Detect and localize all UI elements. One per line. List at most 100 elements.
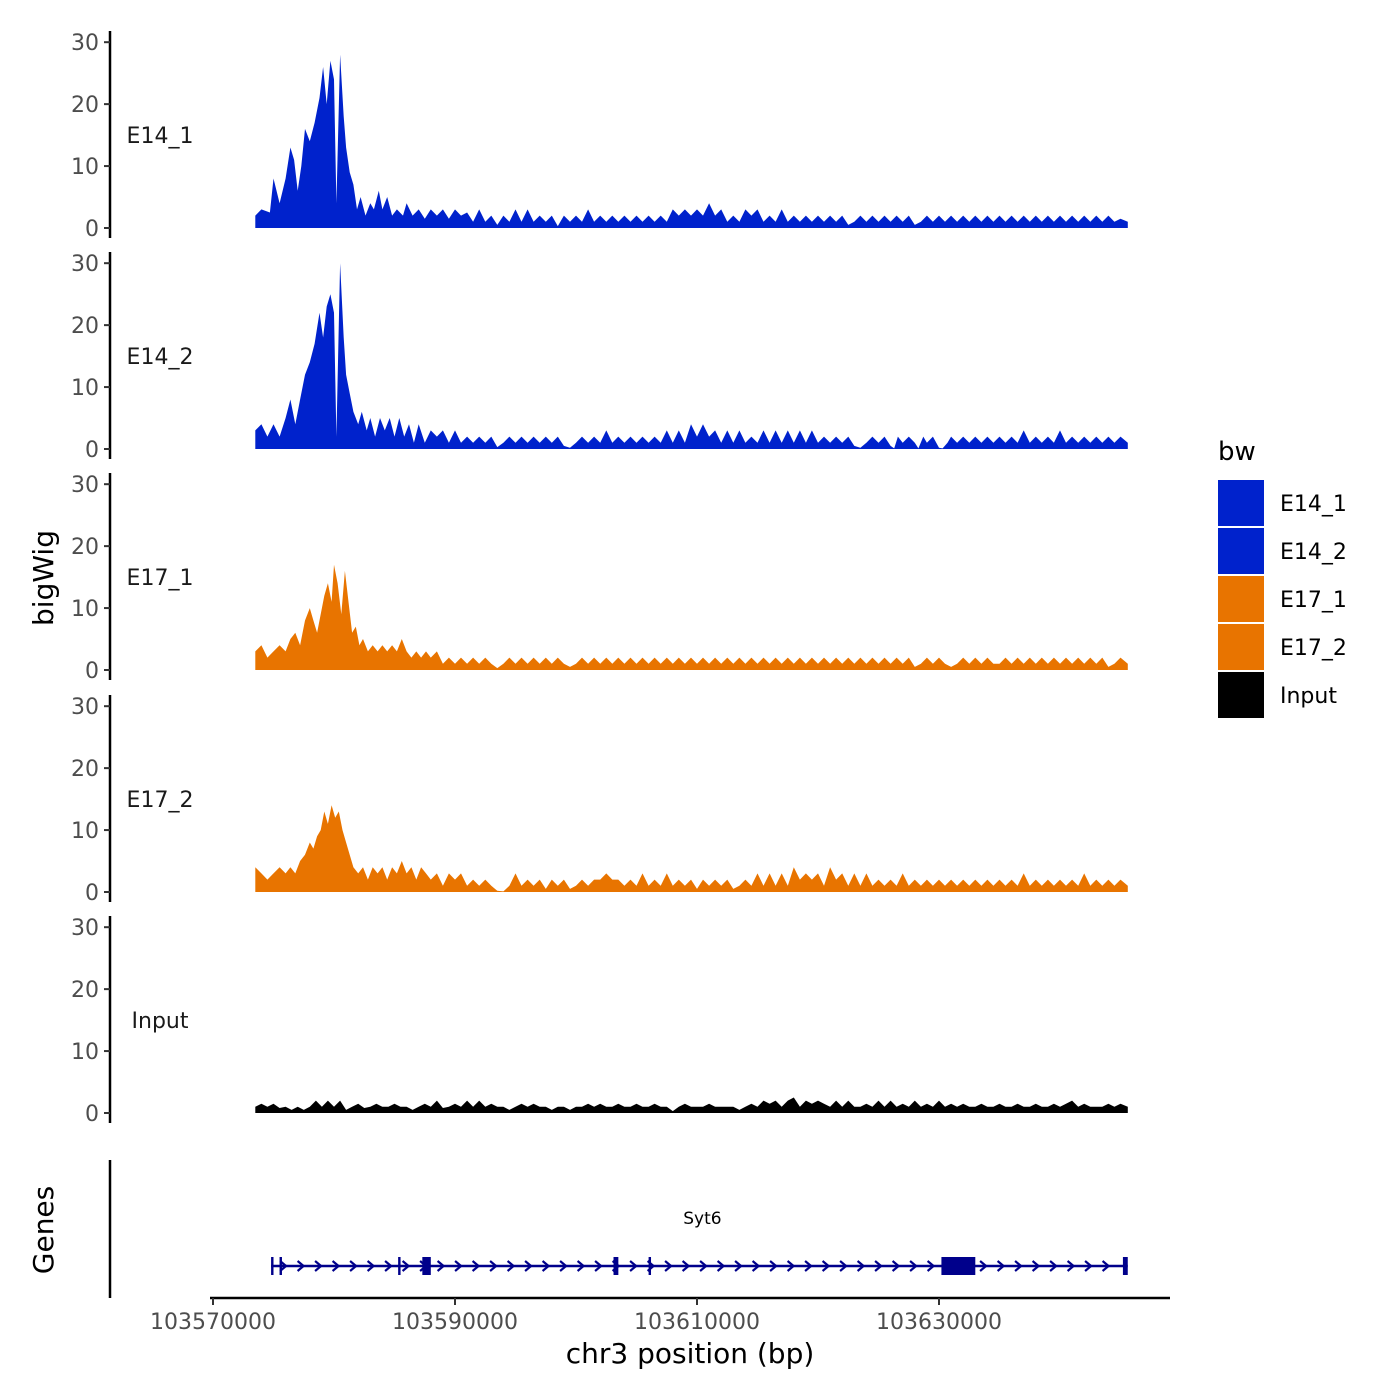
x-tick-label: 103630000 — [876, 1310, 1002, 1335]
strand-arrow-icon — [821, 1260, 831, 1272]
gene-exon — [1122, 1257, 1128, 1275]
y-tick-label: 20 — [71, 314, 99, 339]
strand-arrow-icon — [1084, 1260, 1093, 1272]
coverage-area-Input — [255, 1097, 1128, 1113]
strand-arrow-icon — [699, 1260, 708, 1272]
strand-arrow-icon — [664, 1260, 673, 1272]
legend-label-E14_2: E14_2 — [1280, 540, 1347, 565]
y-tick-label: 10 — [71, 155, 99, 180]
y-tick-label: 30 — [71, 916, 99, 941]
y-tick-label: 10 — [71, 819, 99, 844]
strand-arrow-icon — [716, 1260, 726, 1272]
x-axis-title: chr3 position (bp) — [566, 1337, 815, 1370]
strand-arrow-icon — [331, 1260, 341, 1272]
strand-arrow-icon — [751, 1260, 761, 1272]
coverage-area-E17_1 — [255, 564, 1128, 670]
y-tick-label: 10 — [71, 1040, 99, 1065]
track-panel-Input: 0 10 20 30 Input — [71, 916, 1128, 1127]
strand-arrow-icon — [909, 1260, 918, 1272]
strand-arrow-icon — [489, 1260, 498, 1272]
strand-arrow-icon — [786, 1260, 796, 1272]
y-tick-label: 20 — [71, 93, 99, 118]
track-panel-E17_1: 0 10 20 30 E17_1 — [71, 473, 1128, 684]
strand-arrow-icon — [594, 1260, 603, 1272]
strand-arrow-icon — [839, 1260, 848, 1272]
x-tick-label: 103570000 — [150, 1310, 276, 1335]
track-panel-E14_2: 0 10 20 30 E14_2 — [71, 252, 1128, 463]
strand-arrow-icon — [296, 1260, 306, 1272]
strand-arrow-icon — [366, 1260, 376, 1272]
x-tick-label: 103610000 — [634, 1310, 760, 1335]
y-tick-label: 20 — [71, 978, 99, 1003]
gene-name-label: Syt6 — [683, 1209, 721, 1229]
genes-panel-title: Genes — [27, 1186, 60, 1274]
bigwig-tracks: 0 10 20 30 E14_1 0 10 20 30 E14_2 0 10 20 30 E17_1 0 10 2… — [71, 31, 1128, 1127]
y-tick-label: 0 — [85, 438, 99, 463]
coverage-area-E14_1 — [255, 54, 1128, 228]
legend-label-E14_1: E14_1 — [1280, 492, 1347, 517]
gene-exon — [271, 1257, 274, 1275]
strand-arrow-icon — [559, 1260, 568, 1272]
strand-arrow-icon — [471, 1260, 481, 1272]
y-tick-label: 0 — [85, 1102, 99, 1127]
legend-key-Input — [1218, 672, 1264, 718]
track-label-E17_1: E17_1 — [127, 566, 194, 591]
track-label-E17_2: E17_2 — [127, 788, 194, 813]
coverage-area-E17_2 — [255, 805, 1128, 892]
strand-arrow-icon — [1101, 1260, 1111, 1272]
gene-exon — [648, 1257, 652, 1275]
strand-arrow-icon — [734, 1260, 743, 1272]
strand-arrow-icon — [769, 1260, 778, 1272]
strand-arrow-icon — [926, 1260, 936, 1272]
y-tick-label: 30 — [71, 252, 99, 277]
legend-key-E14_2 — [1218, 528, 1264, 574]
strand-arrow-icon — [681, 1260, 691, 1272]
strand-arrow-icon — [541, 1260, 551, 1272]
legend-key-E17_1 — [1218, 576, 1264, 622]
coverage-area-E14_2 — [255, 263, 1128, 449]
strand-arrow-icon — [1014, 1260, 1023, 1272]
strand-arrow-icon — [506, 1260, 516, 1272]
y-tick-label: 30 — [71, 473, 99, 498]
strand-arrow-icon — [1066, 1260, 1076, 1272]
strand-arrow-icon — [891, 1260, 901, 1272]
legend: bw E14_1 E14_2 E17_1 E17_2 Input — [1218, 437, 1347, 718]
y-tick-label: 20 — [71, 535, 99, 560]
legend-key-E14_1 — [1218, 480, 1264, 526]
x-axis: 103570000 103590000 103610000 103630000 — [150, 1296, 1170, 1335]
y-tick-label: 10 — [71, 597, 99, 622]
gene-exon — [422, 1257, 431, 1275]
gene-exon — [279, 1257, 282, 1275]
strand-arrow-icon — [349, 1260, 358, 1272]
strand-arrow-icon — [576, 1260, 586, 1272]
strand-arrow-icon — [804, 1260, 813, 1272]
strand-arrow-icon — [279, 1260, 288, 1272]
gene-exon — [941, 1257, 976, 1275]
legend-label-Input: Input — [1280, 684, 1337, 709]
legend-title: bw — [1218, 437, 1256, 467]
track-label-E14_1: E14_1 — [127, 124, 194, 149]
strand-arrow-icon — [436, 1260, 446, 1272]
strand-arrow-icon — [996, 1260, 1006, 1272]
strand-arrow-icon — [874, 1260, 883, 1272]
track-panel-E17_2: 0 10 20 30 E17_2 — [71, 695, 1128, 906]
y-tick-label: 30 — [71, 31, 99, 56]
strand-arrow-icon — [454, 1260, 463, 1272]
strand-arrow-icon — [1031, 1260, 1041, 1272]
strand-arrow-icon — [384, 1260, 393, 1272]
y-axis-title: bigWig — [27, 530, 60, 626]
track-panel-E14_1: 0 10 20 30 E14_1 — [71, 31, 1128, 242]
genes-panel: Syt6 — [108, 1160, 1128, 1298]
strand-arrow-icon — [401, 1260, 411, 1272]
y-tick-label: 30 — [71, 695, 99, 720]
y-tick-label: 0 — [85, 217, 99, 242]
legend-label-E17_1: E17_1 — [1280, 588, 1347, 613]
gene-Syt6: Syt6 — [271, 1209, 1128, 1275]
strand-arrow-icon — [979, 1260, 988, 1272]
x-tick-label: 103590000 — [392, 1310, 518, 1335]
legend-label-E17_2: E17_2 — [1280, 636, 1347, 661]
y-tick-label: 0 — [85, 881, 99, 906]
y-tick-label: 10 — [71, 376, 99, 401]
gene-exon — [398, 1257, 401, 1275]
